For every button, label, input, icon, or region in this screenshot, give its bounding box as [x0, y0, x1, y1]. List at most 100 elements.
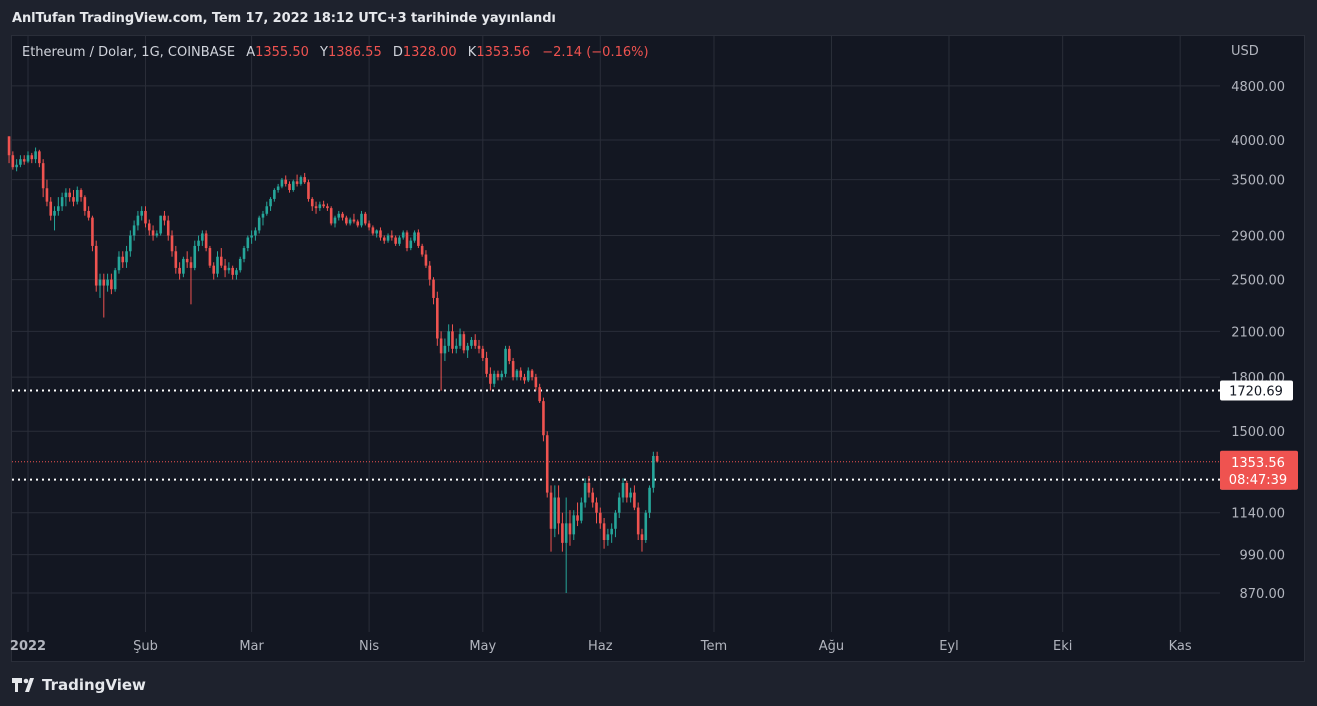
- candle-body: [292, 181, 295, 191]
- candle: [364, 211, 367, 226]
- grid: [12, 36, 1220, 632]
- candle-body: [640, 534, 644, 541]
- candle: [598, 507, 602, 529]
- candle: [276, 183, 280, 193]
- candle-body: [545, 435, 549, 493]
- candle: [655, 451, 659, 463]
- candle: [337, 210, 341, 221]
- open-value: 1355.50: [255, 45, 309, 60]
- candle-body: [307, 182, 310, 199]
- candle-body: [98, 279, 102, 286]
- candle-body: [299, 177, 303, 184]
- candle-body: [254, 230, 257, 236]
- time-axis[interactable]: 2022 Şub Mar Nis May Haz Tem Ağu Eyl Eki Kas: [10, 639, 1192, 654]
- candle: [117, 251, 121, 274]
- candle-body: [326, 206, 329, 209]
- candle: [265, 201, 269, 216]
- candle: [398, 235, 401, 246]
- candle-body: [310, 198, 314, 207]
- candle-body: [147, 223, 151, 231]
- candle: [322, 200, 325, 209]
- candle: [68, 188, 71, 202]
- candle-body: [38, 151, 41, 164]
- candle-body: [500, 373, 504, 378]
- candle: [356, 219, 360, 228]
- candles: [7, 136, 659, 593]
- candle: [94, 240, 98, 292]
- candle: [375, 229, 378, 238]
- candle-body: [629, 492, 632, 498]
- candle-body: [303, 177, 306, 183]
- candle-body: [178, 267, 181, 274]
- time-tick-label: May: [469, 639, 496, 654]
- price-tick-label: 1500.00: [1231, 425, 1285, 440]
- candle: [182, 256, 185, 278]
- candle: [564, 497, 568, 593]
- price-axis-unit: USD: [1231, 44, 1259, 59]
- time-tick-label: Nis: [359, 639, 379, 654]
- candle: [7, 136, 11, 164]
- candle-body: [284, 179, 288, 184]
- candle-body: [364, 213, 367, 224]
- close-value: 1353.56: [476, 45, 531, 60]
- candle-body: [382, 237, 386, 241]
- candle-body: [348, 219, 352, 224]
- candle: [30, 152, 34, 164]
- candle-body: [121, 256, 125, 263]
- candle-body: [481, 348, 485, 358]
- candle-body: [625, 483, 629, 498]
- candle: [477, 339, 481, 354]
- candle: [72, 190, 75, 207]
- candle: [75, 186, 79, 205]
- candle: [481, 345, 485, 362]
- candle: [174, 245, 178, 274]
- tradingview-logo[interactable]: TradingView: [12, 676, 146, 694]
- candle: [640, 528, 644, 552]
- candle: [284, 175, 288, 187]
- candle: [310, 197, 314, 211]
- candle-body: [87, 210, 90, 218]
- candle: [303, 172, 306, 184]
- candle: [545, 431, 549, 498]
- candle-body: [41, 163, 45, 189]
- candle-body: [477, 345, 481, 349]
- candle: [19, 155, 22, 168]
- candle: [288, 181, 291, 193]
- candle: [269, 197, 272, 211]
- candle: [360, 210, 363, 228]
- candle-body: [617, 497, 621, 513]
- symbol-legend[interactable]: Ethereum / Dolar, 1G, COINBASE A1355.50 …: [22, 45, 649, 60]
- candle: [144, 206, 147, 228]
- candle: [473, 334, 477, 349]
- candle-body: [451, 331, 454, 349]
- candle: [621, 478, 625, 503]
- candle-body: [68, 192, 71, 198]
- candle-body: [132, 225, 136, 236]
- candle-body: [542, 401, 545, 436]
- candle-body: [15, 164, 18, 168]
- price-axis[interactable]: USD 870.00990.001140.001500.001800.00210…: [1231, 44, 1285, 602]
- candle: [633, 485, 636, 511]
- candle-body: [136, 215, 140, 226]
- low-value: 1328.00: [402, 45, 457, 60]
- candle-body: [235, 270, 238, 275]
- candle: [542, 397, 545, 442]
- candle-body: [102, 279, 106, 286]
- last-price-label: 1353.56: [1231, 456, 1285, 471]
- candle: [185, 251, 189, 268]
- candle-body: [356, 221, 360, 226]
- candle: [504, 345, 507, 378]
- candle: [341, 211, 344, 221]
- candle-body: [53, 210, 56, 216]
- candle-body: [557, 497, 560, 524]
- candle-body: [295, 181, 299, 184]
- candle-body: [534, 377, 538, 388]
- candle-body: [515, 370, 519, 378]
- candle-body: [204, 233, 208, 249]
- candle-body: [526, 370, 530, 381]
- candle-body: [257, 217, 261, 231]
- candle: [428, 261, 432, 286]
- candle-body: [201, 233, 204, 241]
- candle: [348, 217, 352, 226]
